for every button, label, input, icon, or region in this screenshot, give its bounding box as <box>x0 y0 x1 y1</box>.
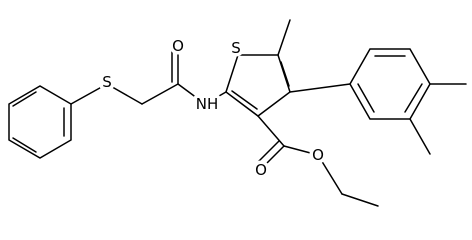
bonds <box>8 19 467 207</box>
chain-bond <box>70 83 108 105</box>
double-bond <box>12 137 37 153</box>
carbonyl-bond <box>261 145 285 169</box>
ethyl-bond <box>341 193 379 207</box>
molecule-diagram: S O NH S O O <box>8 19 467 207</box>
amide-bond <box>204 91 227 105</box>
aryl-bond <box>289 83 351 93</box>
atom-label: S <box>102 73 112 91</box>
methyl-bond <box>277 19 291 56</box>
atom-label: S <box>231 39 241 57</box>
carbonyl-bond <box>256 140 280 164</box>
double-bond <box>231 90 258 110</box>
chain-bond <box>106 83 143 105</box>
thiophene-ring <box>225 54 291 117</box>
ester-bond <box>257 115 285 147</box>
chain-bond <box>141 83 179 105</box>
atom-label: O <box>255 161 267 179</box>
ethyl-bond <box>317 154 343 195</box>
amide-bond <box>177 83 206 105</box>
phenyl-ring <box>8 85 72 159</box>
double-bond <box>404 83 423 113</box>
atom-label: O <box>312 146 324 164</box>
double-bond <box>280 61 290 87</box>
atom-label: O <box>172 37 184 55</box>
double-bond <box>12 91 37 107</box>
ester-bond <box>283 145 319 156</box>
double-bond <box>357 83 375 113</box>
aryl-ring <box>349 48 431 120</box>
atom-label: NH <box>196 95 219 113</box>
methyl-bond <box>409 118 431 155</box>
